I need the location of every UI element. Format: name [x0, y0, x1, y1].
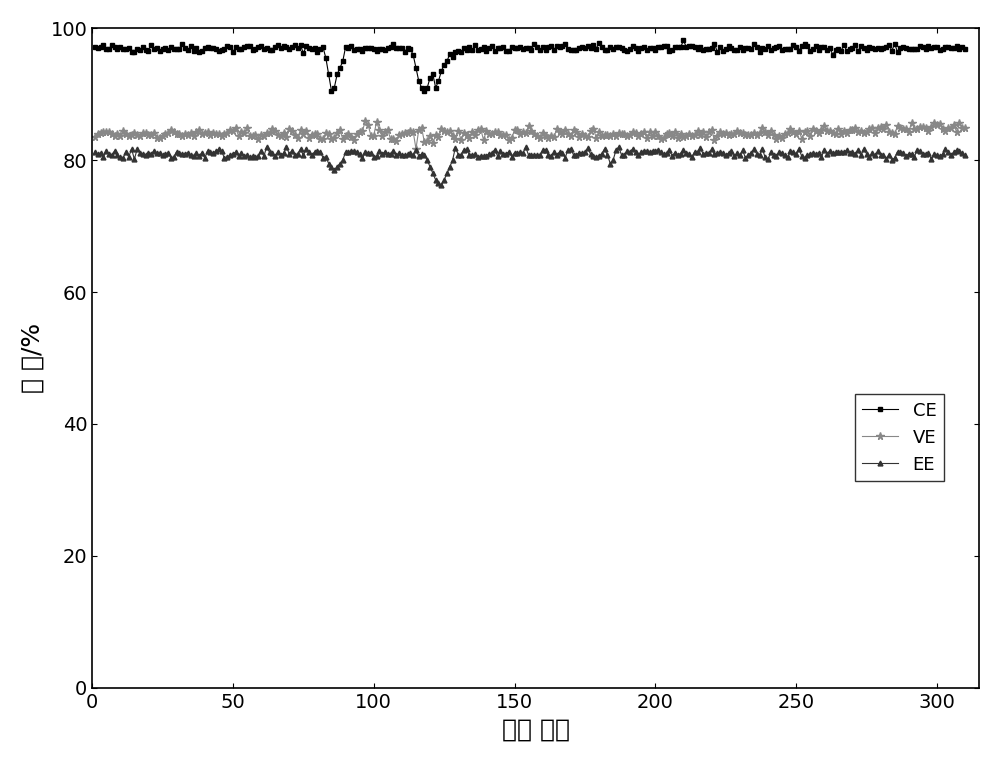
Line: VE: VE: [91, 117, 969, 152]
EE: [509, 148, 521, 157]
VE: [410, 144, 422, 153]
CE: [328, 83, 340, 92]
VE: [359, 117, 371, 126]
EE: [959, 151, 971, 160]
Legend: CE, VE, EE: CE, VE, EE: [855, 395, 944, 481]
CE: [89, 43, 101, 52]
EE: [261, 142, 273, 151]
EE: [188, 151, 200, 160]
Line: EE: EE: [93, 144, 968, 187]
VE: [892, 121, 904, 130]
EE: [89, 148, 101, 157]
VE: [325, 134, 337, 143]
X-axis label: 循环 次数: 循环 次数: [502, 717, 570, 741]
VE: [365, 131, 377, 140]
CE: [506, 43, 518, 52]
EE: [365, 149, 377, 158]
VE: [472, 126, 484, 135]
CE: [959, 44, 971, 53]
VE: [188, 132, 200, 141]
CE: [325, 86, 337, 95]
CE: [365, 43, 377, 53]
Y-axis label: 效 率/%: 效 率/%: [21, 323, 45, 393]
CE: [892, 47, 904, 56]
CE: [677, 36, 689, 45]
CE: [469, 40, 481, 50]
VE: [89, 133, 101, 142]
EE: [328, 165, 340, 174]
EE: [472, 152, 484, 162]
EE: [435, 181, 447, 190]
VE: [509, 126, 521, 135]
Line: CE: CE: [93, 38, 968, 94]
VE: [959, 123, 971, 133]
EE: [892, 147, 904, 156]
CE: [188, 46, 200, 55]
